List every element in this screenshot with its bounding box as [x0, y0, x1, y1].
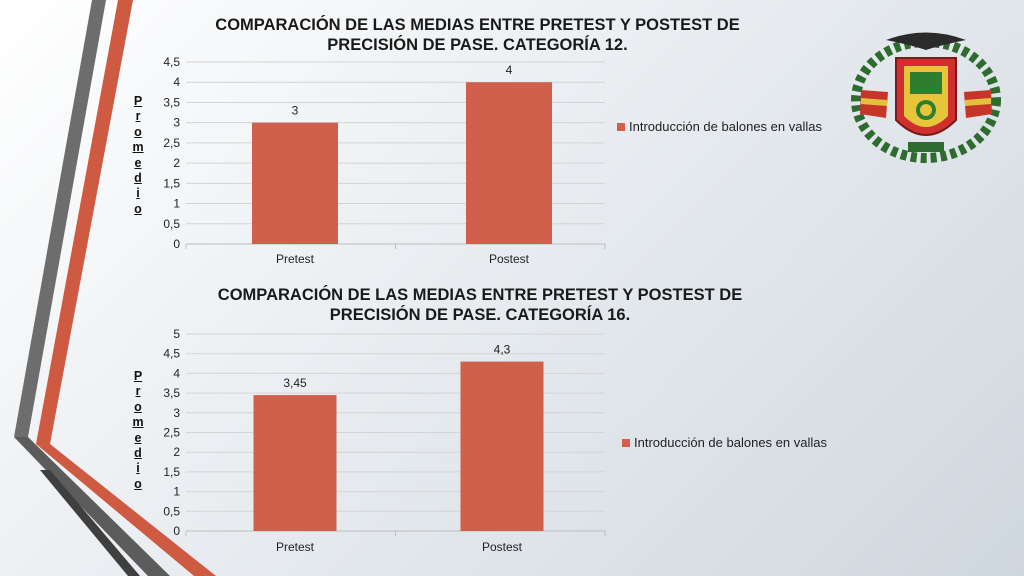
y-tick-label: 4,5	[163, 55, 180, 69]
category-label: Pretest	[276, 540, 315, 554]
y-axis-label-letter: o	[134, 201, 142, 216]
y-tick-label: 3	[173, 406, 180, 420]
y-tick-label: 3	[173, 116, 180, 130]
y-tick-label: 3,5	[163, 95, 180, 109]
chart-1-legend: Introducción de balones en vallas	[617, 119, 822, 134]
chart-2: 0 0,5 1 1,5 2 2,5 3 3,5 4 4,5 5 3,45 Pretest 4,3 Poste…	[163, 327, 606, 554]
chart-2-legend-label: Introducción de balones en vallas	[634, 435, 827, 450]
category-label: Postest	[482, 540, 523, 554]
y-tick-label: 3,5	[163, 386, 180, 400]
y-axis-label-letter: r	[135, 109, 141, 124]
y-tick-label: 5	[173, 327, 180, 341]
red-stripe-bottom	[36, 444, 216, 576]
chart-2-legend-swatch	[622, 438, 630, 447]
y-axis-label-letter: e	[134, 155, 142, 170]
y-tick-label: 2	[173, 445, 180, 459]
university-crest-icon	[851, 32, 1001, 163]
y-tick-label: 0,5	[163, 217, 180, 231]
bar-pretest	[252, 122, 338, 244]
y-axis-label-letter: d	[134, 171, 142, 186]
y-tick-label: 1,5	[163, 465, 180, 479]
y-axis-label-letter: P	[133, 369, 143, 383]
y-tick-label: 2,5	[163, 426, 180, 440]
gray-stripe-top	[14, 0, 106, 437]
y-tick-label: 4,5	[163, 347, 180, 361]
data-label: 3	[292, 104, 299, 118]
category-label: Pretest	[276, 252, 315, 266]
data-label: 3,45	[283, 376, 307, 390]
y-tick-label: 2,5	[163, 136, 180, 150]
y-axis-label-letter: d	[134, 446, 142, 461]
y-tick-label: 1	[173, 485, 180, 499]
y-axis-label-letter: e	[134, 430, 142, 445]
chart-1-legend-label: Introducción de balones en vallas	[629, 119, 822, 134]
y-tick-label: 1,5	[163, 176, 180, 190]
dark-stripe-bottom	[40, 470, 140, 576]
red-stripe-top	[36, 0, 133, 444]
data-label: 4	[506, 63, 513, 77]
y-tick-label: 2	[173, 156, 180, 170]
y-tick-label: 4	[173, 366, 180, 380]
chart-1-legend-swatch	[617, 122, 625, 131]
chart-2-legend: Introducción de balones en vallas	[622, 435, 827, 450]
y-tick-label: 0	[173, 524, 180, 538]
y-axis-label-letter: o	[134, 124, 142, 139]
bar-pretest	[253, 395, 337, 531]
y-axis-label-letter: i	[136, 461, 140, 476]
chart-2-title: COMPARACIÓN DE LAS MEDIAS ENTRE PRETEST …	[217, 286, 743, 324]
y-axis-label-letter: o	[134, 399, 142, 414]
data-label: 4,3	[494, 343, 511, 357]
bar-postest	[466, 82, 552, 244]
gray-stripe-bottom	[14, 437, 170, 576]
y-tick-label: 0	[173, 237, 180, 251]
y-tick-label: 0,5	[163, 504, 180, 518]
category-label: Postest	[489, 252, 530, 266]
y-tick-label: 4	[173, 75, 180, 89]
y-axis-label-letter: o	[134, 476, 142, 491]
chart-1-title: COMPARACIÓN DE LAS MEDIAS ENTRE PRETEST …	[215, 16, 740, 54]
chart-1: 0 0,5 1 1,5 2 2,5 3 3,5 4 4,5 3 Pretest 4 Postest	[163, 55, 606, 266]
y-axis-label-letter: m	[132, 415, 144, 430]
y-axis-label-letter: i	[136, 186, 140, 201]
y-axis-label-letter: r	[135, 384, 141, 399]
bar-postest	[460, 361, 544, 531]
y-axis-label-letter: m	[132, 140, 144, 155]
y-axis-label-letter: P	[133, 94, 143, 108]
y-tick-label: 1	[173, 197, 180, 211]
